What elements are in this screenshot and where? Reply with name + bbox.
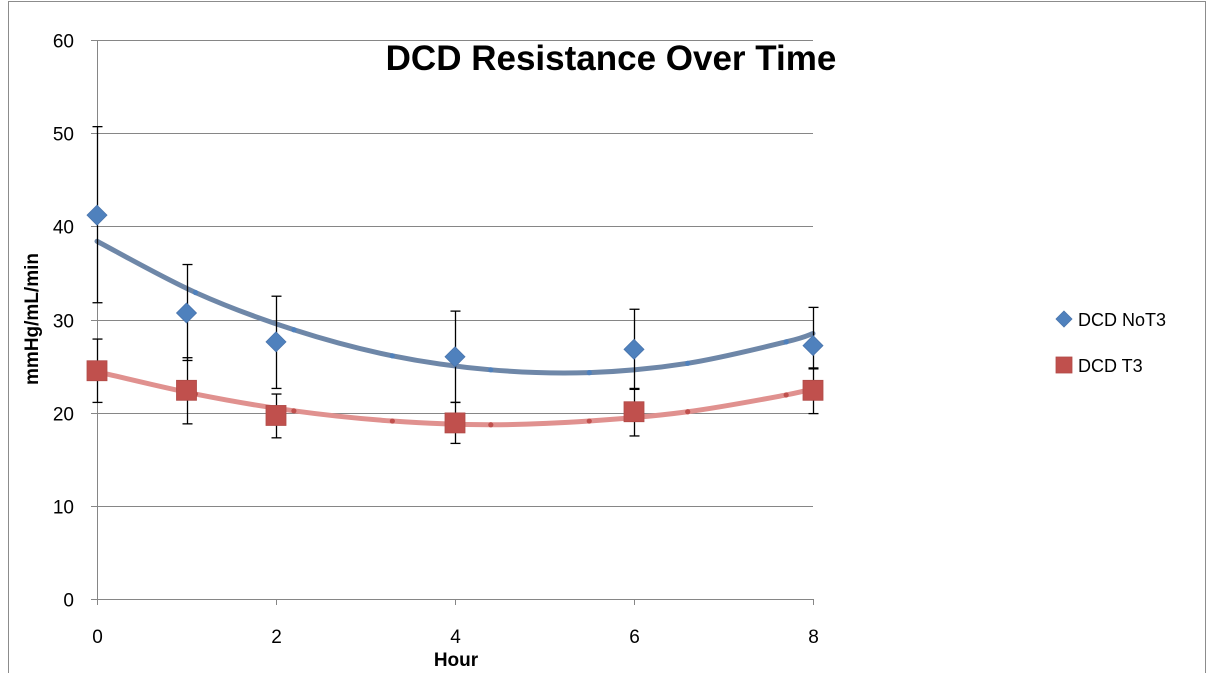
y-axis-title: mmHg/mL/min [22,253,43,385]
legend-label-1: DCD NoT3 [1078,310,1166,330]
data-point-2-2 [265,405,287,426]
trendline-dot-1-7 [783,339,789,345]
trendline-2 [94,369,816,428]
trendline-dot-1-3 [389,353,395,359]
trendline-dot-1-5 [586,370,592,376]
error-bars [92,125,819,445]
y-tick-label-0: 0 [63,591,74,612]
legend-marker-1 [1055,310,1073,328]
trendline-dot-2-7 [783,392,789,398]
data-point-1-5 [802,335,824,357]
x-tick-label-4: 4 [450,627,461,648]
data-point-2-0 [86,360,108,382]
trendline-dot-1-2 [291,327,297,333]
data-point-2-4 [623,401,645,423]
axes [91,40,814,605]
legend-marker-2 [1055,356,1073,374]
y-tick-label-20: 20 [53,405,74,426]
trendline-dot-1-4 [488,367,494,373]
data-point-2-1 [176,379,197,401]
trendline-dot-2-3 [389,418,395,424]
x-tick-label-0: 0 [92,627,103,648]
data-point-1-1 [175,302,198,324]
y-tick-label-30: 30 [53,312,74,333]
data-point-2-3 [444,412,466,434]
trendline-dot-2-2 [291,408,297,414]
trendline-1 [94,238,816,376]
legend: DCD NoT3 DCD T3 [1055,310,1166,376]
y-tick-labels: 0 10 20 30 40 50 60 [53,32,74,612]
data-point-1-4 [623,338,645,360]
y-tick-label-40: 40 [53,218,74,239]
x-tick-label-6: 6 [629,627,640,648]
trendline-dot-1-1 [192,289,199,296]
trendline-dot-2-6 [685,409,691,415]
y-tick-label-60: 60 [53,32,74,53]
x-tick-label-2: 2 [271,627,282,648]
chart-title: DCD Resistance Over Time [386,39,837,78]
x-axis-title: Hour [434,650,479,671]
data-point-1-3 [444,346,466,368]
y-tick-label-10: 10 [53,498,74,519]
trendline-dot-2-4 [488,422,494,428]
data-point-1-0 [86,204,108,226]
data-point-1-2 [265,331,287,353]
data-point-2-5 [802,379,824,401]
x-tick-labels: 0 2 4 6 8 [92,627,819,648]
y-tick-label-50: 50 [53,125,74,146]
trendline-dot-1-6 [685,360,691,366]
trendline-dot-2-5 [586,418,592,424]
x-tick-label-8: 8 [808,627,819,648]
data-markers [86,204,824,434]
legend-label-2: DCD T3 [1078,356,1143,376]
